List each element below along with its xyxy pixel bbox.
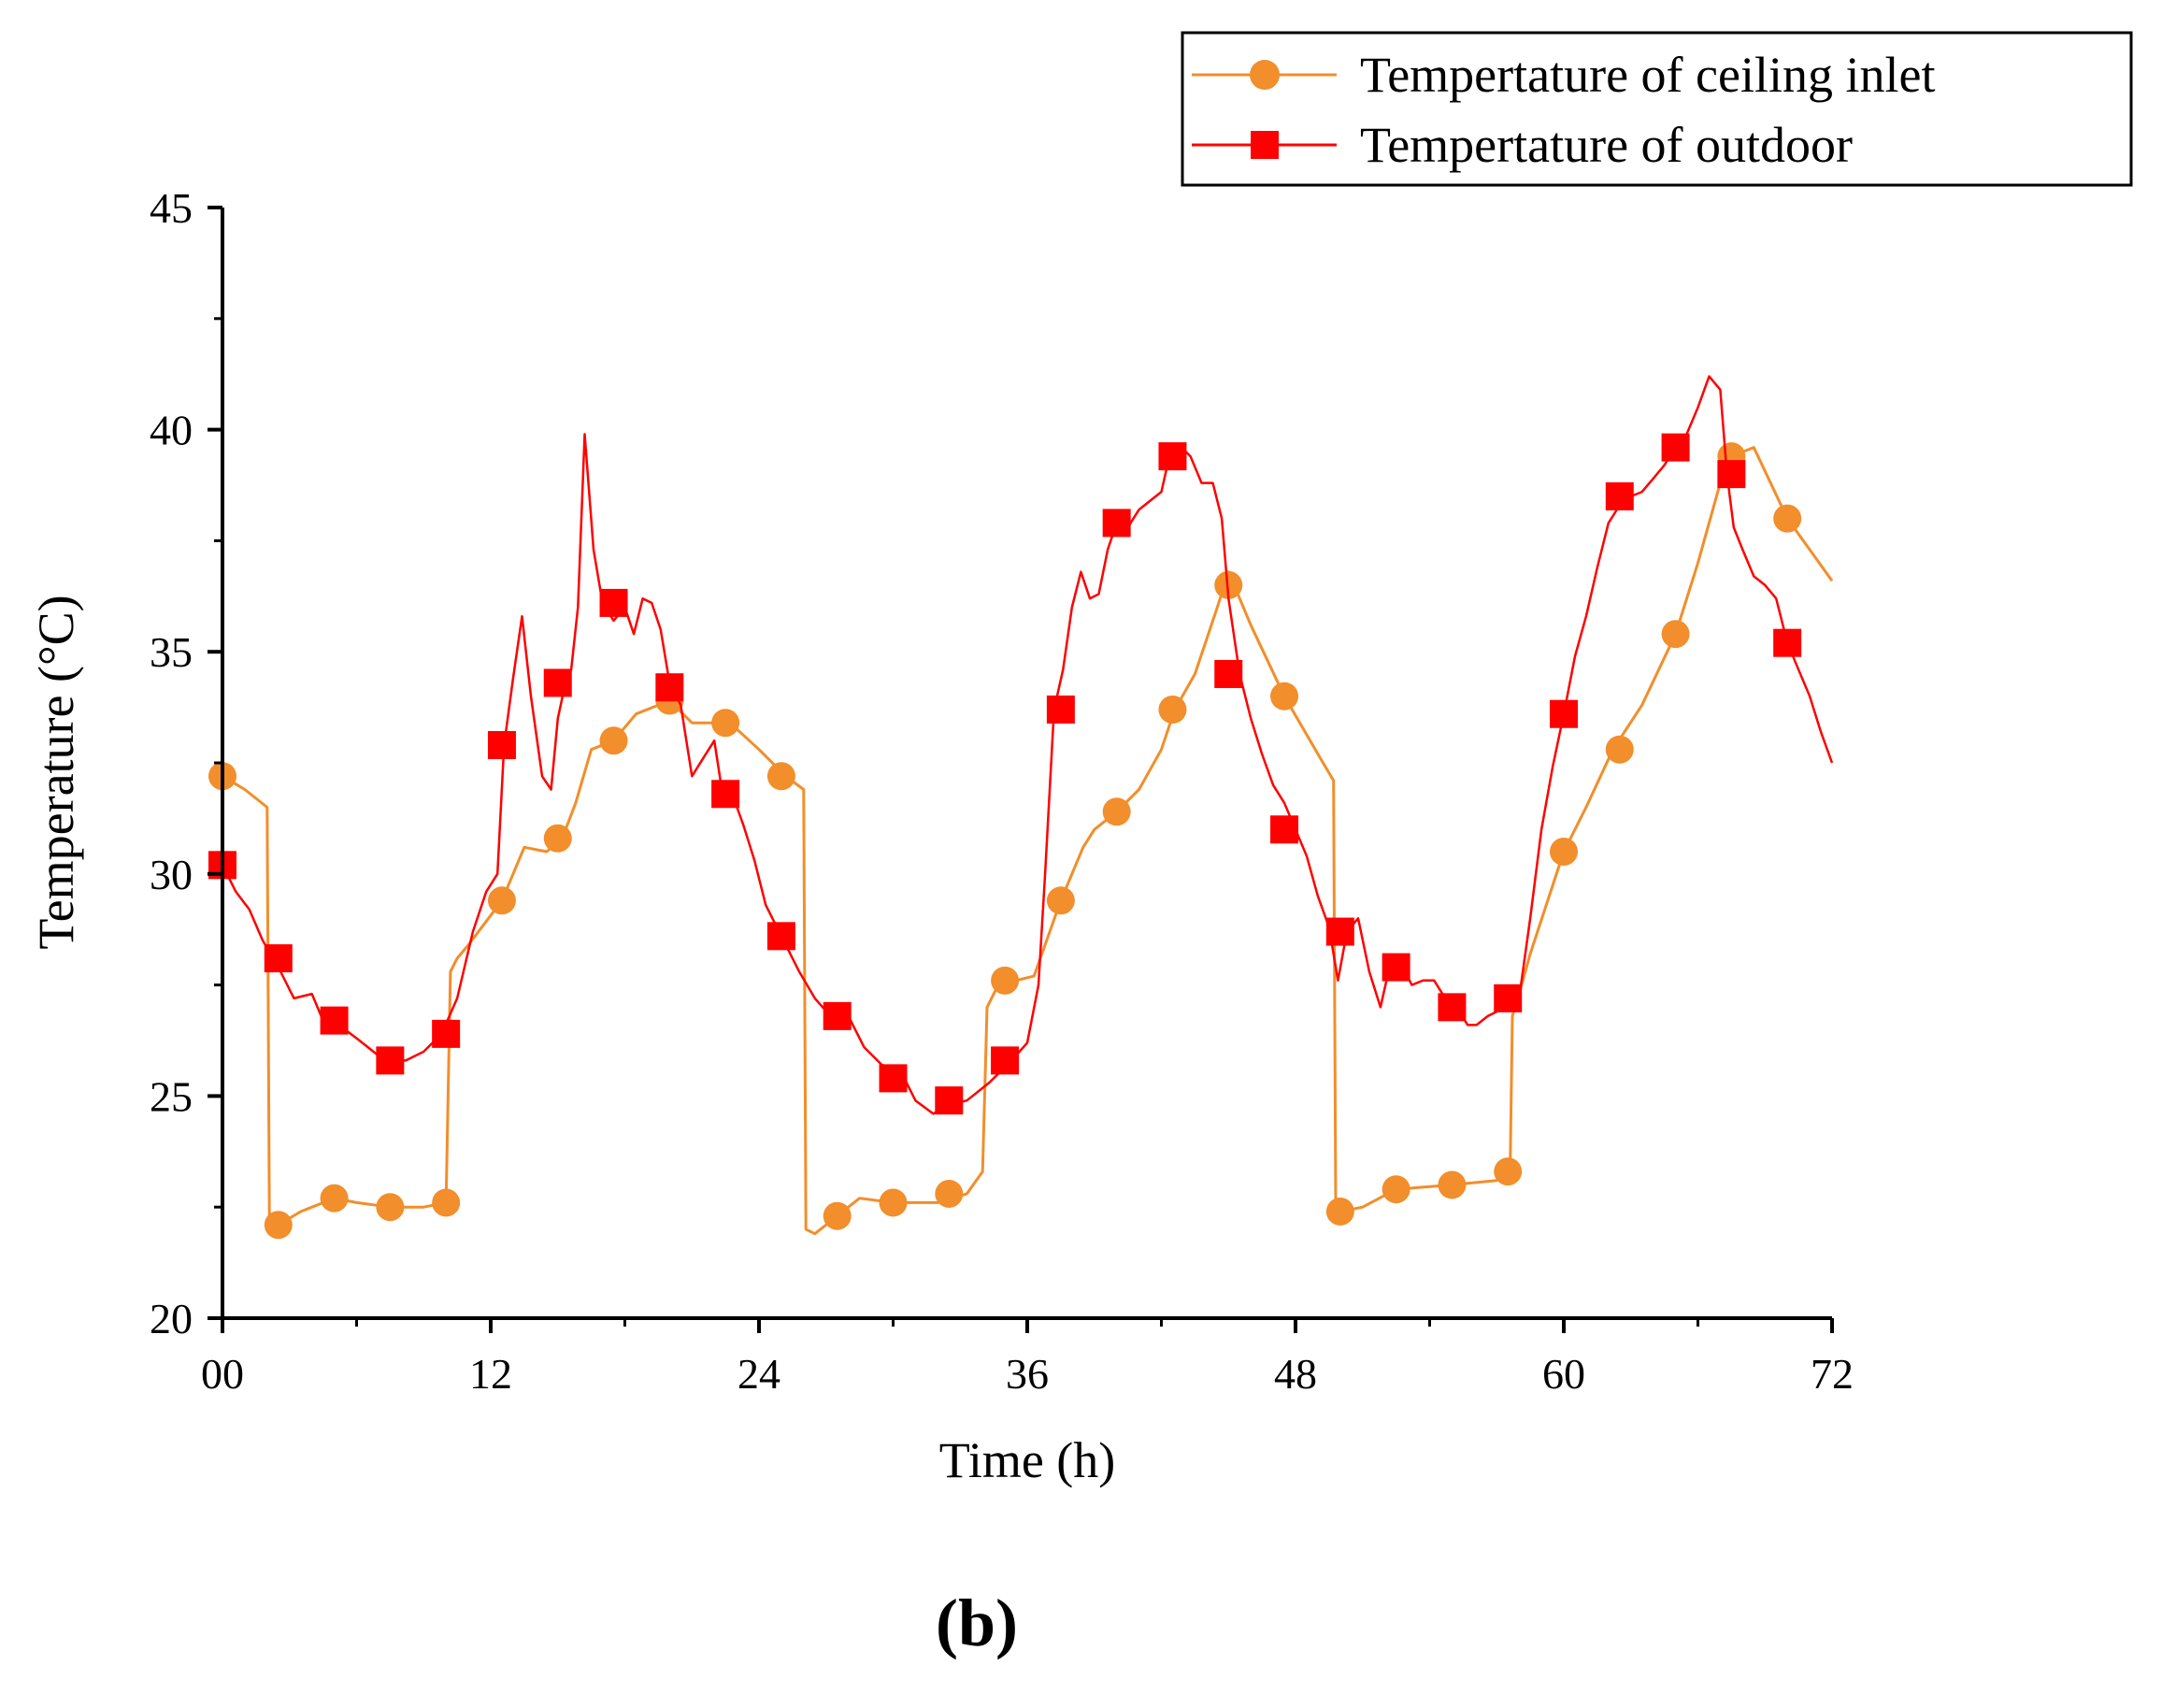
data-point <box>1325 917 1354 946</box>
x-axis-title: Time (h) <box>939 1432 1116 1488</box>
data-point <box>935 1179 964 1208</box>
series-line <box>222 446 1834 1236</box>
y-axis-ticks: 20 25 30 35 40 45 <box>150 184 222 1342</box>
data-point <box>1605 735 1634 764</box>
data-point <box>320 1184 349 1213</box>
data-point <box>1214 659 1243 688</box>
data-point <box>376 1046 405 1075</box>
series-layer <box>208 375 1834 1240</box>
series-outdoor <box>208 375 1834 1115</box>
data-point <box>823 1201 852 1230</box>
legend-label-ceiling-inlet: Tempertature of ceiling inlet <box>1360 47 1935 103</box>
data-point <box>543 824 572 853</box>
y-tick-label: 30 <box>150 851 193 898</box>
legend-marker-ceiling-inlet <box>1250 60 1280 90</box>
data-point <box>543 668 572 697</box>
data-point <box>599 726 628 755</box>
data-point <box>432 1188 461 1217</box>
data-point <box>1102 509 1131 538</box>
y-tick-label: 35 <box>150 628 193 676</box>
data-point <box>599 588 628 617</box>
data-point <box>1494 1157 1523 1186</box>
x-tick-label: 12 <box>469 1350 512 1398</box>
x-tick-label: 36 <box>1006 1350 1049 1398</box>
data-point <box>487 886 516 915</box>
y-tick-label: 40 <box>150 407 193 454</box>
data-point <box>1494 983 1523 1012</box>
data-point <box>1550 838 1578 867</box>
data-point <box>1270 815 1299 844</box>
data-point <box>1046 886 1075 915</box>
data-point <box>711 780 740 809</box>
data-point <box>1325 1197 1354 1226</box>
data-point <box>1438 1170 1467 1199</box>
data-point <box>1102 797 1131 826</box>
data-point <box>1270 682 1299 710</box>
x-tick-label: 24 <box>737 1350 780 1398</box>
legend: Tempertature of ceiling inlet Tempertatu… <box>1181 31 2133 187</box>
series-ceiling-inlet <box>208 442 1834 1240</box>
data-point <box>264 1211 293 1240</box>
data-point <box>1773 628 1802 657</box>
y-tick-label: 45 <box>150 184 193 232</box>
data-point <box>879 1064 908 1093</box>
y-tick-label: 20 <box>150 1295 193 1342</box>
data-point <box>1773 504 1802 533</box>
data-point <box>376 1193 405 1222</box>
data-point <box>1717 460 1746 489</box>
data-point <box>991 966 1020 995</box>
data-point <box>879 1188 908 1217</box>
y-axis-title: Temperature (°C) <box>28 595 84 949</box>
panel-label: (b) <box>936 1586 1018 1660</box>
data-point <box>264 944 293 973</box>
x-tick-label: 00 <box>201 1350 244 1398</box>
data-point <box>320 1006 349 1035</box>
legend-marker-outdoor <box>1251 131 1279 159</box>
data-point <box>1661 433 1690 462</box>
data-point <box>766 762 795 791</box>
data-point <box>655 673 684 702</box>
data-point <box>935 1086 964 1115</box>
legend-label-outdoor: Tempertature of outdoor <box>1360 117 1853 173</box>
data-point <box>1046 695 1075 724</box>
data-point <box>487 730 516 759</box>
data-point <box>1158 695 1187 724</box>
x-axis-ticks: 00 12 24 36 48 60 72 <box>201 1318 1854 1398</box>
data-point <box>432 1019 461 1048</box>
series-line <box>221 375 1834 1115</box>
legend-box <box>1181 31 2133 187</box>
data-point <box>711 709 740 738</box>
data-point <box>1661 620 1690 649</box>
data-point <box>823 1001 852 1030</box>
data-point <box>1158 442 1187 471</box>
x-tick-label: 48 <box>1274 1350 1317 1398</box>
y-tick-label: 25 <box>150 1072 193 1120</box>
data-point <box>1382 1175 1410 1204</box>
data-point <box>1550 699 1578 728</box>
data-point <box>991 1046 1020 1075</box>
data-point <box>1382 953 1410 982</box>
data-point <box>766 922 795 951</box>
data-point <box>1438 993 1467 1022</box>
x-tick-label: 72 <box>1811 1350 1854 1398</box>
data-point <box>1605 481 1634 510</box>
x-tick-label: 60 <box>1542 1350 1585 1398</box>
axes-layer: 00 12 24 36 48 60 72 20 25 30 35 40 45 <box>150 184 1854 1398</box>
